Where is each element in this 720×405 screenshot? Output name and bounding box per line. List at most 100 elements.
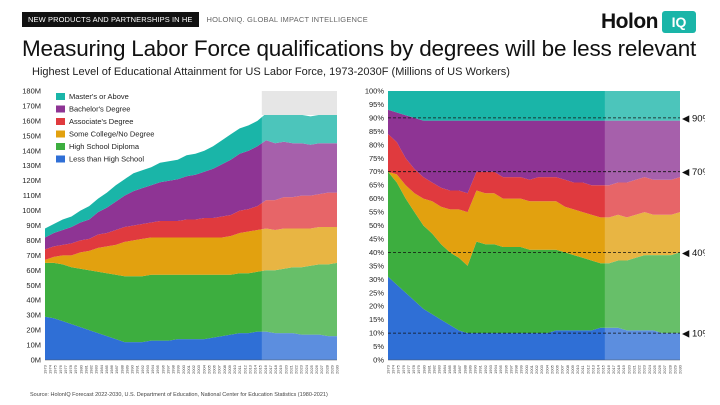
y-tick-label: 20%	[369, 302, 384, 311]
area-bachelors	[388, 109, 680, 194]
x-tick-label: 1999	[519, 364, 524, 374]
x-tick-label: 1980	[78, 364, 83, 374]
legend-swatch	[56, 130, 65, 138]
x-tick-label: 1992	[483, 364, 488, 374]
x-tick-label: 2020	[283, 364, 288, 374]
x-tick-label: 1977	[406, 364, 411, 374]
legend-swatch	[56, 155, 65, 163]
x-tick-label: 2004	[544, 364, 549, 374]
x-tick-label: 1990	[130, 364, 135, 374]
x-tick-label: 2011	[237, 365, 242, 374]
x-tick-label: 1982	[432, 364, 437, 374]
x-tick-label: 1977	[63, 364, 68, 374]
y-tick-label: 80M	[26, 236, 41, 245]
y-tick-label: 10%	[369, 329, 384, 338]
y-tick-label: 90%	[369, 113, 384, 122]
area-some_college	[388, 171, 680, 266]
x-tick-label: 2023	[299, 364, 304, 374]
x-tick-label: 1978	[411, 364, 416, 374]
y-tick-label: 100%	[365, 87, 385, 96]
x-tick-label: 1974	[391, 364, 396, 374]
x-tick-label: 2018	[273, 364, 278, 374]
y-tick-label: 120M	[22, 176, 41, 185]
area-masters	[388, 91, 680, 121]
x-tick-label: 2013	[247, 364, 252, 374]
x-tick-label: 1976	[401, 364, 406, 374]
x-tick-label: 1998	[514, 364, 519, 374]
forecast-shade	[261, 91, 337, 360]
top-bar: NEW PRODUCTS AND PARTNERSHIPS IN HE HOLO…	[22, 12, 368, 27]
x-tick-label: 1993	[488, 364, 493, 374]
x-tick-label: 2025	[652, 364, 657, 374]
x-tick-label: 2017	[611, 364, 616, 374]
x-tick-label: 2012	[585, 364, 590, 374]
x-tick-label: 2003	[539, 364, 544, 374]
x-tick-label: 1990	[473, 364, 478, 374]
x-tick-label: 2023	[642, 364, 647, 374]
x-tick-label: 2024	[647, 364, 652, 374]
x-tick-label: 1983	[94, 364, 99, 374]
y-tick-label: 30%	[369, 275, 384, 284]
x-tick-label: 1982	[89, 364, 94, 374]
y-tick-label: 25%	[369, 288, 384, 297]
legend-label: Master's or Above	[69, 92, 129, 101]
x-tick-label: 2030	[335, 364, 340, 374]
x-tick-label: 2002	[191, 364, 196, 374]
x-tick-label: 2029	[329, 364, 334, 374]
page-subtitle: Highest Level of Educational Attainment …	[32, 66, 510, 78]
x-tick-label: 1975	[396, 364, 401, 374]
absolute-area-chart: 0M 10M 20M 30M 40M 50M 60M 70M 80M 90M 100M 110M 120…	[22, 87, 340, 375]
x-tick-label: 2021	[288, 364, 293, 374]
x-tick-label: 1975	[53, 364, 58, 374]
legend-label: Some College/No Degree	[69, 130, 154, 139]
y-tick-label: 70%	[369, 167, 384, 176]
x-tick-label: 2014	[596, 364, 601, 374]
chart-legend: Master's or Above Bachelor's Degree Associ…	[56, 92, 154, 164]
x-tick-label: 1986	[452, 364, 457, 374]
x-tick-label: 2001	[186, 364, 191, 374]
y-tick-label: 75%	[369, 154, 384, 163]
x-tick-label: 2019	[621, 364, 626, 374]
area-less_than_hs	[45, 316, 337, 360]
x-tick-label: 1991	[478, 364, 483, 374]
percent-area-chart: 0% 5% 10% 15% 20% 25% 30% 35% 40% 45% 50% 55% 60% 65%…	[365, 87, 705, 375]
area-associates	[45, 192, 337, 260]
x-tick-label: 1973	[43, 364, 48, 374]
x-tick-label: 2000	[524, 364, 529, 374]
x-tick-label: 1980	[421, 364, 426, 374]
section-tag: NEW PRODUCTS AND PARTNERSHIPS IN HE	[22, 12, 199, 27]
x-tick-label: 2028	[324, 364, 329, 374]
y-tick-label: 100M	[22, 206, 41, 215]
x-tick-label: 1985	[447, 364, 452, 374]
x-tick-label: 1985	[104, 364, 109, 374]
source-note: Source: HolonIQ Forecast 2022-2030, U.S.…	[30, 392, 328, 398]
legend-swatch	[56, 105, 65, 113]
legend-label: Less than High School	[69, 155, 144, 164]
x-tick-label: 2006	[555, 364, 560, 374]
area-less_than_hs	[388, 276, 680, 360]
logo-iq-text: IQ	[672, 14, 687, 30]
x-tick-label: 2019	[278, 364, 283, 374]
y-tick-label: 0%	[373, 356, 384, 365]
x-tick-label: 1994	[493, 364, 498, 374]
x-tick-label: 2009	[227, 364, 232, 374]
x-tick-label: 2004	[201, 364, 206, 374]
y-tick-label: 150M	[22, 131, 41, 140]
x-tick-label: 2009	[570, 364, 575, 374]
x-tick-label: 1999	[176, 364, 181, 374]
legend-swatch	[56, 118, 65, 125]
x-tick-label: 1981	[83, 364, 88, 374]
x-tick-label: 1973	[386, 364, 391, 374]
x-tick-label: 1995	[498, 364, 503, 374]
x-tick-label: 1984	[99, 364, 104, 374]
y-tick-label: 60%	[369, 194, 384, 203]
x-tick-label: 2007	[217, 364, 222, 374]
x-tick-label: 1996	[503, 364, 508, 374]
x-tick-label: 2012	[242, 364, 247, 374]
area-masters	[45, 113, 337, 238]
y-tick-label: 5%	[373, 342, 384, 351]
x-tick-label: 2021	[631, 364, 636, 374]
x-tick-label: 2024	[304, 364, 309, 374]
x-tick-label: 1989	[467, 364, 472, 374]
reference-label: ◀ 70%	[682, 167, 705, 178]
